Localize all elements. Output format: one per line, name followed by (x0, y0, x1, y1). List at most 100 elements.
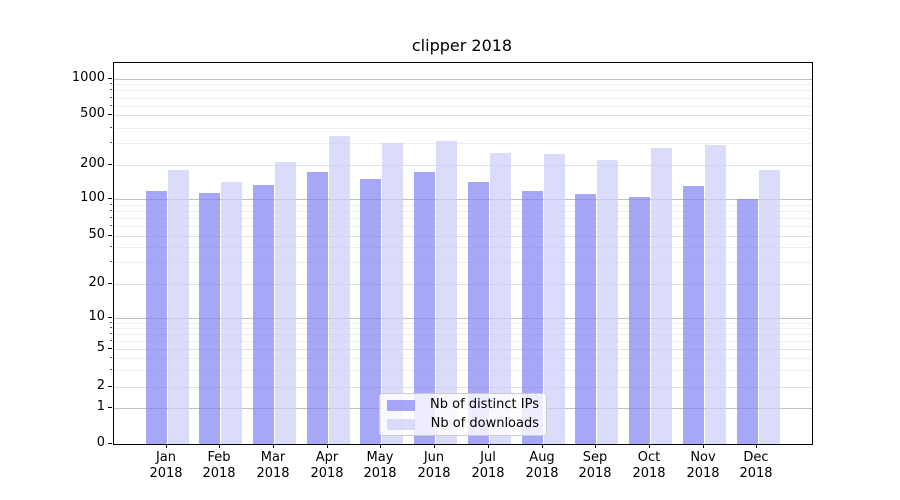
bar-downloads-jun (436, 141, 458, 444)
gridline-minor (114, 106, 812, 107)
bar-downloads-feb (221, 181, 243, 444)
y-tick-label: 20 (88, 275, 105, 290)
y-tick-label: 100 (80, 190, 105, 205)
y-minor-tick-mark (110, 217, 112, 218)
y-minor-tick-mark (110, 105, 112, 106)
gridline-minor (114, 334, 812, 335)
x-tick-label: Dec 2018 (739, 450, 773, 481)
gridline-minor (114, 90, 812, 91)
x-tick-label: Mar 2018 (256, 450, 290, 481)
x-tick-mark (595, 444, 596, 448)
y-minor-tick-mark (110, 340, 112, 341)
y-minor-tick-mark (110, 369, 112, 370)
y-minor-tick-mark (110, 322, 112, 323)
x-tick-mark (166, 444, 167, 448)
y-minor-tick-mark (110, 327, 112, 328)
y-tick-mark (108, 348, 112, 349)
bar-distinct-ips-dec (736, 199, 758, 444)
legend-swatch-distinct-ips (387, 399, 415, 411)
gridline-minor (114, 218, 812, 219)
x-tick-mark (219, 444, 220, 448)
gridline-minor (114, 128, 812, 129)
gridline-minor (114, 323, 812, 324)
x-tick-mark (703, 444, 704, 448)
x-tick-label: Jul 2018 (471, 450, 505, 481)
plot-area: Nb of distinct IPs Nb of downloads (113, 62, 813, 445)
x-tick-label: Nov 2018 (686, 450, 720, 481)
y-minor-tick-mark (110, 204, 112, 205)
bar-distinct-ips-oct (629, 197, 650, 444)
y-minor-tick-mark (110, 97, 112, 98)
bar-downloads-dec (758, 169, 780, 444)
x-tick-label: Feb 2018 (202, 450, 236, 481)
y-minor-tick-mark (110, 210, 112, 211)
gridline-minor (114, 84, 812, 85)
gridline-minor (114, 328, 812, 329)
bar-downloads-aug (543, 153, 565, 444)
legend-item-distinct-ips: Nb of distinct IPs (387, 397, 539, 413)
gridline-minor (114, 211, 812, 212)
y-minor-tick-mark (110, 225, 112, 226)
gridline (114, 165, 812, 166)
legend-label-downloads: Nb of downloads (430, 416, 539, 431)
y-minor-tick-mark (110, 246, 112, 247)
x-tick-label: Jan 2018 (149, 450, 183, 481)
y-minor-tick-mark (110, 261, 112, 262)
y-tick-mark (108, 386, 112, 387)
y-tick-mark (108, 164, 112, 165)
legend-label-distinct-ips: Nb of distinct IPs (430, 397, 539, 412)
gridline-minor (114, 143, 812, 144)
gridline (114, 115, 812, 116)
y-tick-label: 50 (88, 227, 105, 242)
gridline (114, 387, 812, 388)
bar-distinct-ips-feb (199, 192, 221, 444)
bar-distinct-ips-jan (145, 190, 167, 444)
x-tick-mark (649, 444, 650, 448)
bar-downloads-nov (704, 144, 726, 444)
x-tick-mark (488, 444, 489, 448)
bar-downloads-apr (328, 135, 350, 444)
gridline-minor (114, 358, 812, 359)
legend-item-downloads: Nb of downloads (387, 416, 539, 432)
bar-downloads-jan (167, 169, 189, 444)
gridline-minor (114, 247, 812, 248)
y-tick-mark (108, 283, 112, 284)
bar-distinct-ips-mar (253, 185, 274, 444)
gridline-minor (114, 226, 812, 227)
bar-distinct-ips-aug (521, 190, 543, 444)
gridline (114, 284, 812, 285)
y-tick-label: 200 (80, 156, 105, 171)
x-tick-label: May 2018 (363, 450, 397, 481)
y-tick-label: 500 (80, 106, 105, 121)
bar-distinct-ips-jun (414, 172, 436, 444)
y-tick-label: 10 (88, 309, 105, 324)
bar-downloads-may (382, 143, 404, 444)
y-tick-mark (108, 443, 112, 444)
gridline (114, 349, 812, 350)
y-tick-mark (108, 317, 112, 318)
gridline-minor (114, 262, 812, 263)
y-minor-tick-mark (110, 357, 112, 358)
legend: Nb of distinct IPs Nb of downloads (379, 393, 547, 436)
bar-distinct-ips-jul (467, 181, 489, 444)
bar-distinct-ips-may (360, 178, 382, 444)
bar-downloads-jul (489, 152, 511, 444)
y-tick-mark (108, 78, 112, 79)
legend-swatch-downloads (387, 418, 415, 430)
x-tick-label: Aug 2018 (525, 450, 559, 481)
gridline (114, 79, 812, 80)
x-tick-mark (756, 444, 757, 448)
y-minor-tick-mark (110, 89, 112, 90)
x-tick-label: Apr 2018 (310, 450, 344, 481)
y-tick-label: 2 (96, 378, 105, 393)
x-tick-mark (434, 444, 435, 448)
x-tick-label: Sep 2018 (578, 450, 612, 481)
x-tick-mark (273, 444, 274, 448)
y-tick-mark (108, 407, 112, 408)
gridline (114, 199, 812, 200)
gridline (114, 236, 812, 237)
y-tick-label: 1 (96, 399, 105, 414)
bar-downloads-mar (275, 162, 296, 444)
chart-title: clipper 2018 (411, 36, 513, 55)
